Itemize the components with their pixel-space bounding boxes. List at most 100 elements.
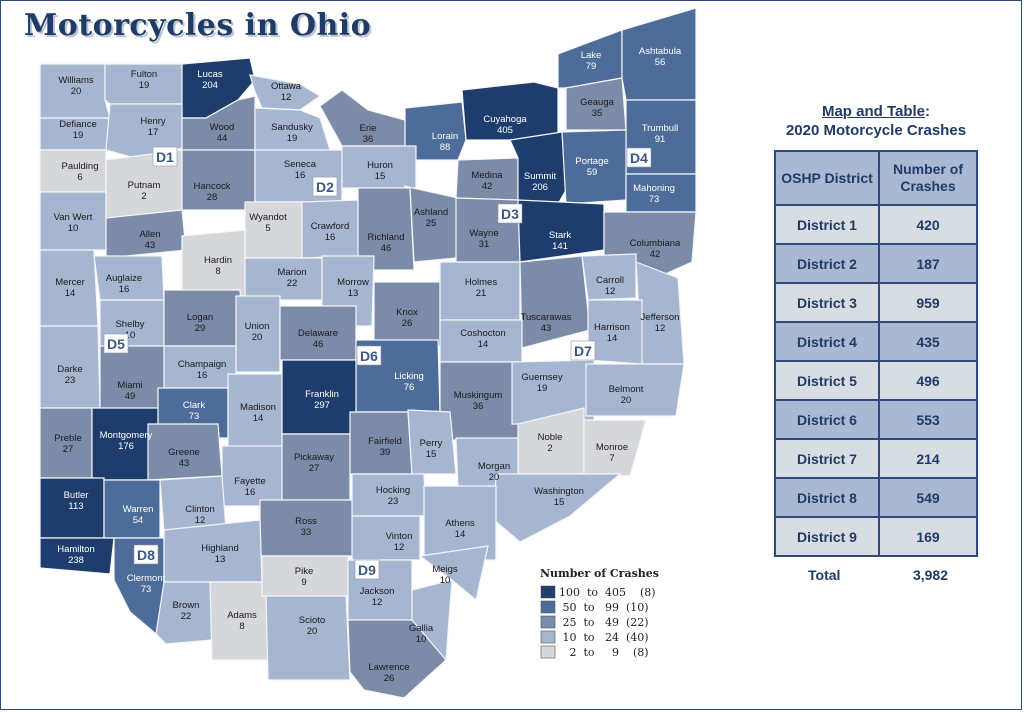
county-name-wayne: Wayne [469, 228, 498, 239]
table-row: District 1 420 [774, 204, 978, 245]
county-count-seneca: 16 [295, 170, 306, 181]
county-count-belmont: 20 [621, 395, 632, 406]
table-row: District 6 553 [774, 399, 978, 440]
county-count-lawrence: 26 [384, 673, 395, 684]
map-legend: Number of Crashes 100 to 405 (8) 50 to 9… [540, 567, 659, 659]
county-count-auglaize: 16 [119, 284, 130, 295]
county-count-trumbull: 91 [655, 134, 666, 145]
county-count-allen: 43 [145, 240, 156, 251]
county-name-portage: Portage [575, 156, 608, 167]
county-count-ottawa: 12 [281, 92, 292, 103]
county-name-perry: Perry [420, 438, 443, 449]
county-name-geauga: Geauga [580, 97, 615, 108]
county-count-summit: 206 [532, 182, 548, 193]
crashes-cell: 214 [878, 438, 978, 479]
county-name-belmont: Belmont [609, 384, 644, 395]
county-name-van-wert: Van Wert [54, 212, 93, 223]
county-name-guernsey: Guernsey [521, 372, 562, 383]
county-name-summit: Summit [524, 171, 557, 182]
county-count-clark: 73 [189, 411, 200, 422]
county-name-preble: Preble [54, 433, 81, 444]
county-count-wayne: 31 [479, 239, 490, 250]
county-name-delaware: Delaware [298, 328, 338, 339]
county-count-putnam: 2 [141, 191, 146, 202]
legend-label-3: 25 to 49 (22) [559, 616, 649, 629]
county-scioto [265, 595, 351, 681]
county-name-clermont: Clermont [127, 573, 166, 584]
total-label: Total [808, 567, 841, 583]
county-name-marion: Marion [277, 267, 306, 278]
county-count-williams: 20 [71, 86, 82, 97]
county-count-pickaway: 27 [309, 463, 320, 474]
county-name-ashland: Ashland [414, 207, 448, 218]
district-crash-table: OSHP District Number of Crashes District… [774, 150, 978, 557]
legend-swatch-1 [540, 585, 556, 599]
county-count-madison: 14 [253, 413, 264, 424]
legend-swatch-2 [540, 600, 556, 614]
county-count-tuscarawas: 43 [541, 323, 552, 334]
crashes-cell: 959 [878, 282, 978, 323]
crashes-cell: 420 [878, 204, 978, 245]
district-badge-d9: D9 [354, 559, 380, 580]
svg-text:D5: D5 [107, 336, 125, 352]
district-cell: District 3 [774, 282, 880, 323]
table-title-colon: : [925, 103, 931, 120]
county-name-ottawa: Ottawa [271, 81, 302, 92]
county-name-hancock: Hancock [194, 181, 231, 192]
table-row: District 2 187 [774, 243, 978, 284]
county-name-licking: Licking [394, 371, 424, 382]
county-count-butler: 113 [68, 501, 83, 512]
table-header-row: OSHP District Number of Crashes [774, 150, 978, 206]
county-count-gallia: 10 [416, 634, 427, 645]
svg-text:D8: D8 [137, 547, 155, 563]
county-name-clark: Clark [183, 400, 205, 411]
legend-label-2: 50 to 99 (10) [559, 601, 649, 614]
county-hamilton [39, 537, 115, 575]
table-row: District 5 496 [774, 360, 978, 401]
crashes-cell: 553 [878, 399, 978, 440]
county-name-carroll: Carroll [596, 275, 624, 286]
county-count-scioto: 20 [307, 626, 318, 637]
county-count-franklin: 297 [314, 400, 330, 411]
crashes-cell: 169 [878, 516, 978, 557]
county-count-greene: 43 [179, 458, 190, 469]
district-badge-d5: D5 [103, 333, 129, 354]
county-name-highland: Highland [201, 543, 239, 554]
district-badge-d8: D8 [133, 544, 159, 565]
county-name-franklin: Franklin [305, 389, 339, 400]
county-count-monroe: 7 [609, 453, 614, 464]
county-name-athens: Athens [445, 518, 475, 529]
county-count-crawford: 16 [325, 232, 336, 243]
county-count-defiance: 19 [73, 130, 84, 141]
table-row: District 3 959 [774, 282, 978, 323]
county-name-miami: Miami [117, 380, 142, 391]
county-name-tuscarawas: Tuscarawas [521, 312, 572, 323]
county-brown [155, 581, 213, 645]
county-name-gallia: Gallia [409, 623, 434, 634]
county-count-perry: 15 [426, 449, 437, 460]
county-name-hardin: Hardin [204, 255, 232, 266]
svg-text:D1: D1 [156, 149, 174, 165]
county-count-hancock: 28 [207, 192, 218, 203]
county-count-morgan: 20 [489, 472, 500, 483]
legend-title: Number of Crashes [540, 567, 659, 580]
county-name-ross: Ross [295, 516, 317, 527]
county-name-huron: Huron [367, 160, 393, 171]
county-name-morrow: Morrow [337, 277, 369, 288]
county-count-fayette: 16 [245, 487, 256, 498]
county-washington [493, 473, 622, 543]
district-badge-d6: D6 [356, 345, 382, 366]
district-cell: District 1 [774, 204, 880, 245]
county-name-ashtabula: Ashtabula [639, 46, 682, 57]
table-row: District 8 549 [774, 477, 978, 518]
county-count-harrison: 14 [607, 333, 618, 344]
county-count-wood: 44 [217, 133, 228, 144]
legend-label-5: 2 to 9 (8) [559, 646, 649, 659]
county-name-auglaize: Auglaize [106, 273, 142, 284]
county-count-van-wert: 10 [68, 223, 79, 234]
county-name-knox: Knox [396, 307, 418, 318]
county-athens [423, 485, 497, 561]
county-name-monroe: Monroe [596, 442, 628, 453]
county-williams [39, 63, 111, 119]
